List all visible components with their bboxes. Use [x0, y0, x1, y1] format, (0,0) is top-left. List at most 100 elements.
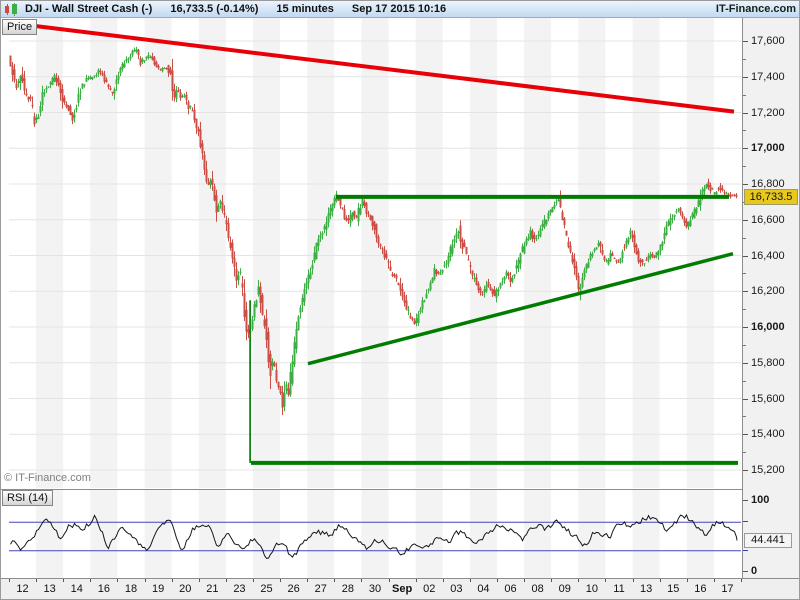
price-axis-tick [743, 309, 746, 311]
price-axis-tick [743, 41, 748, 42]
price-axis-tick [743, 452, 746, 454]
time-axis-tick [361, 579, 363, 582]
price-axis-tick [743, 58, 746, 60]
price-axis-tick [743, 398, 748, 400]
time-axis-label: 13 [639, 583, 653, 595]
rsi-panel-tab[interactable]: RSI (14) [2, 490, 53, 506]
price-axis-label: 16,800 [751, 178, 785, 190]
price-chart-area[interactable] [1, 18, 742, 488]
price-axis-tick [743, 76, 748, 78]
time-axis-tick [713, 579, 715, 582]
time-axis-tick [632, 579, 634, 582]
price-axis-label: 15,800 [751, 356, 785, 369]
interval-label: 15 minutes [276, 3, 334, 15]
time-axis-tick [524, 579, 526, 582]
time-axis-label: 28 [341, 583, 354, 595]
price-axis-label: 17,600 [751, 35, 785, 47]
price-axis-label: 17,400 [751, 70, 785, 83]
time-axis-tick [442, 579, 444, 582]
time-axis-label: 20 [179, 583, 192, 595]
price-axis-tick [743, 344, 746, 346]
rsi-axis-tick [743, 571, 748, 572]
price-axis-label: 16,600 [751, 213, 785, 226]
price-axis[interactable]: 16,733.5 44.441 15,200 15,400 15,600 15,800… [742, 18, 799, 578]
time-axis[interactable]: 12 13 14 16 18 19 20 21 23 25 26 27 28 30 Sep 02 03 04 06 0… [1, 578, 799, 599]
price-axis-tick [743, 112, 748, 114]
time-axis-tick [117, 579, 119, 582]
rsi-axis-label: 100 [751, 494, 770, 506]
time-axis-tick [307, 579, 309, 582]
time-axis-tick [144, 579, 146, 582]
time-axis-label: 08 [531, 583, 544, 595]
time-axis-label: 04 [477, 583, 490, 595]
time-axis-label: 25 [260, 583, 273, 595]
time-axis-tick [686, 579, 688, 582]
last-quote: 16,733.5 (-0.14%) [170, 3, 259, 15]
ascending-trendline [307, 252, 734, 366]
price-axis-tick [743, 470, 748, 471]
price-axis-tick [743, 327, 748, 328]
price-axis-tick [743, 148, 748, 150]
current-price-flag: 16,733.5 [744, 188, 798, 205]
price-axis-label: 16,400 [751, 249, 785, 262]
instrument-title: DJI - Wall Street Cash (-) [25, 3, 153, 15]
time-axis-tick [9, 579, 10, 582]
time-axis-label: 17 [721, 583, 734, 595]
price-axis-tick [743, 416, 746, 418]
price-panel-tab[interactable]: Price [2, 19, 38, 35]
price-axis-tick [743, 380, 746, 382]
time-axis-label: 09 [558, 583, 571, 595]
price-axis-tick [743, 291, 748, 293]
price-axis-tick [743, 273, 746, 275]
rsi-level-tick [743, 521, 748, 523]
rsi-level-tick [743, 549, 748, 551]
gridlines-layer [9, 40, 741, 471]
time-axis-tick [388, 579, 390, 582]
rsi-axis-tick [743, 500, 748, 501]
time-axis-tick [171, 579, 173, 582]
brand-link[interactable]: IT-Finance.com [715, 3, 796, 15]
time-axis-label: 16 [97, 583, 110, 595]
time-axis-label: 02 [423, 583, 436, 595]
time-axis-label: 14 [70, 583, 83, 595]
price-axis-label: 17,200 [751, 106, 785, 119]
price-axis-tick [743, 166, 746, 168]
day-stripes [9, 490, 741, 579]
candles-layer [9, 46, 738, 463]
time-axis-label: 11 [613, 583, 625, 595]
time-axis-tick [469, 579, 471, 582]
time-axis-label: 13 [43, 583, 56, 595]
price-axis-tick [743, 362, 748, 364]
price-axis-label: 17,000 [751, 142, 785, 155]
rsi-line [10, 513, 738, 559]
time-axis-tick [415, 579, 417, 582]
price-axis-label: 16,000 [751, 321, 785, 333]
time-axis-label: 27 [314, 583, 327, 595]
price-axis-tick [743, 130, 746, 132]
time-axis-label: 21 [206, 583, 219, 595]
timestamp-label: Sep 17 2015 10:16 [351, 3, 447, 15]
time-axis-label: 10 [585, 583, 598, 595]
time-axis-tick [280, 579, 282, 582]
time-axis-tick [578, 579, 580, 582]
rsi-axis-label: 0 [751, 565, 758, 577]
time-axis-tick [551, 579, 553, 582]
time-axis-tick [63, 579, 65, 582]
time-axis-label: 12 [16, 583, 29, 595]
descending-trendline [25, 22, 735, 114]
time-axis-label: 15 [667, 583, 680, 595]
candlestick-icon [4, 2, 19, 16]
price-axis-label: 15,200 [751, 464, 785, 476]
chart-header: DJI - Wall Street Cash (-) 16,733.5 (-0.… [1, 1, 799, 18]
time-axis-label: Sep [392, 583, 413, 595]
rsi-chart-area[interactable] [1, 489, 742, 579]
time-axis-tick [334, 579, 336, 582]
price-axis-label: 16,200 [751, 285, 785, 298]
time-axis-tick [497, 579, 498, 582]
time-axis-tick [605, 579, 607, 582]
watermark: © IT-Finance.com [4, 472, 91, 484]
time-axis-label: 19 [151, 583, 165, 595]
time-axis-label: 23 [233, 583, 246, 595]
time-axis-label: 06 [504, 583, 517, 595]
